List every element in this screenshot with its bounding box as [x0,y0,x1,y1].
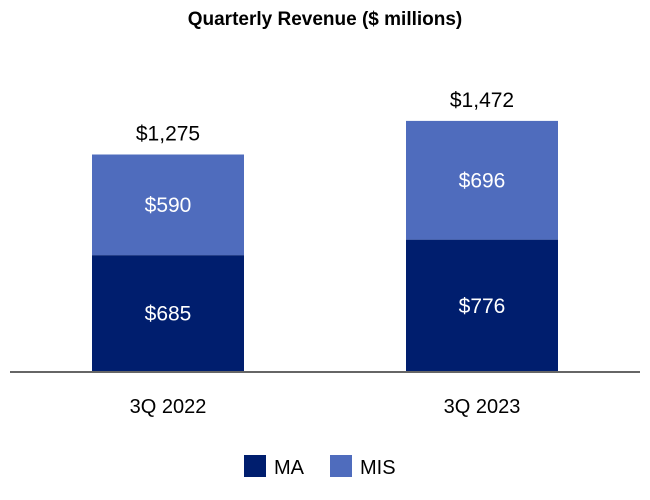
legend-label-ma: MA [274,457,305,479]
chart-title: Quarterly Revenue ($ millions) [188,9,463,30]
x-axis-labels: 3Q 2022 3Q 2023 [130,396,521,418]
category-label-2: 3Q 2023 [444,396,521,418]
legend: MA MIS [244,455,396,479]
data-label-ma-1: $685 [145,303,192,326]
legend-label-mis: MIS [360,457,396,479]
data-label-ma-2: $776 [459,295,506,318]
data-label-mis-1: $590 [145,194,192,217]
bar-ma-1 [92,255,244,372]
legend-swatch-ma [244,455,266,477]
bar-mis-2 [406,120,558,240]
plot-area: $685 $590 $1,275 $776 $696 $1,472 [92,89,558,372]
total-label-2: $1,472 [450,89,514,112]
total-label-1: $1,275 [136,123,200,146]
category-label-1: 3Q 2022 [130,396,207,418]
bar-mis-1 [92,154,244,256]
bar-ma-2 [406,239,558,372]
legend-swatch-mis [330,455,352,477]
data-label-mis-2: $696 [459,169,506,192]
